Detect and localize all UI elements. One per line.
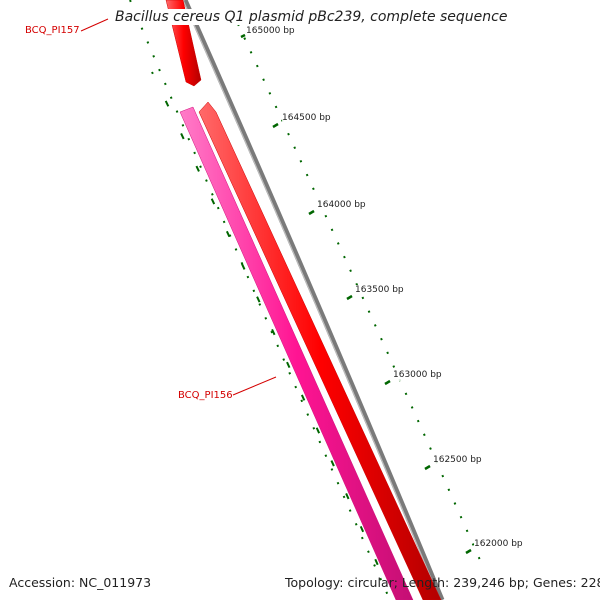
tick-label: 162000 bp <box>474 539 523 550</box>
tick-label: 165000 bp <box>246 26 295 37</box>
tick-label: 163500 bp <box>355 285 404 296</box>
inner-tick-track <box>129 0 391 600</box>
tick-label: 164000 bp <box>317 200 366 211</box>
major-ticks <box>240 33 472 555</box>
backbone-highlight <box>182 0 441 600</box>
backbone <box>182 0 445 600</box>
leader-BCQ_PI157 <box>80 18 109 32</box>
reverse-feature <box>179 106 414 600</box>
inner-tick-track-long <box>151 71 381 571</box>
gene-BCQ_PI156 <box>198 101 442 600</box>
topology-text: Topology: circular; Length: 239,246 bp; … <box>285 575 600 590</box>
tick-label: 162500 bp <box>433 455 482 466</box>
accession-text: Accession: NC_011973 <box>9 575 152 590</box>
leader-BCQ_PI156 <box>232 376 277 396</box>
map-title: Bacillus cereus Q1 plasmid pBc239, compl… <box>112 9 511 25</box>
gene-label-BCQ_PI156: BCQ_PI156 <box>178 390 233 401</box>
gene-label-BCQ_PI157: BCQ_PI157 <box>25 25 80 36</box>
tick-label: 164500 bp <box>282 113 331 124</box>
tick-label: 163000 bp <box>393 370 442 381</box>
